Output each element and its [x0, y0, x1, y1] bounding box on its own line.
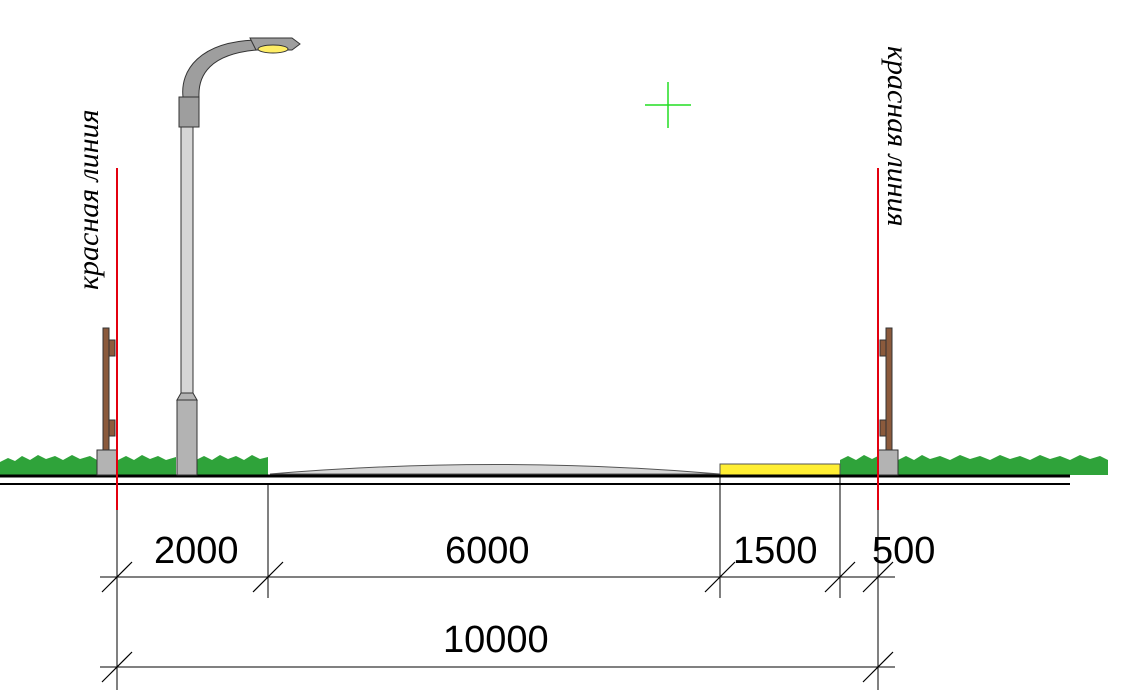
- crosshair-cursor-icon: [645, 82, 691, 128]
- dimension-500: 500: [872, 530, 935, 572]
- dimension-1500: 1500: [733, 530, 818, 572]
- street-lamp-icon: [176, 37, 301, 476]
- red-line-left-label: красная линия: [72, 109, 105, 290]
- grass-right-a: [840, 455, 878, 475]
- sidewalk: [719, 463, 841, 476]
- fence-right: [877, 327, 899, 476]
- grass-left-right: [196, 455, 268, 475]
- grass-right-b: [898, 455, 1108, 475]
- fence-left: [96, 327, 118, 476]
- dimension-ticks-total: [101, 651, 894, 683]
- dimension-10000: 10000: [443, 619, 549, 661]
- red-line-right-label: красная линия: [881, 46, 914, 227]
- dimension-2000: 2000: [154, 530, 239, 572]
- dimension-6000: 6000: [445, 530, 530, 572]
- dimension-ticks-segments: [101, 561, 894, 593]
- grass-left: [0, 455, 97, 475]
- road-surface: [269, 464, 721, 475]
- grass-left-middle: [118, 455, 176, 475]
